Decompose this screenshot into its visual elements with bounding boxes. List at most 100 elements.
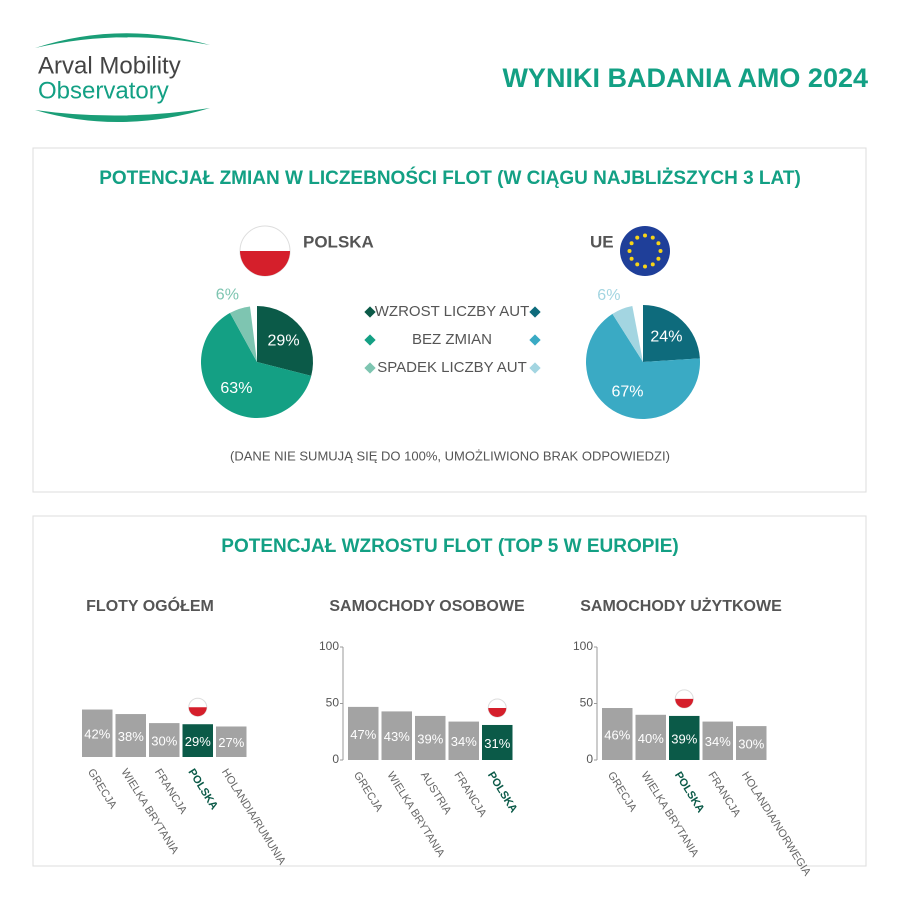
pie-title: POLSKA xyxy=(303,232,374,251)
legend-key xyxy=(529,334,541,346)
data-label: 39% xyxy=(417,731,443,746)
data-label: 67% xyxy=(611,384,643,401)
data-label: 30% xyxy=(738,736,764,751)
bar xyxy=(149,723,180,757)
x-tick-label: FRANCJA xyxy=(152,767,189,817)
bar xyxy=(702,721,733,760)
y-tick-label: 100 xyxy=(319,639,339,653)
logo: Arval Mobility Observatory xyxy=(35,33,210,123)
legend-label: WZROST LICZBY AUT xyxy=(375,303,529,320)
data-label: 34% xyxy=(451,734,477,749)
bar xyxy=(182,724,213,757)
bar xyxy=(115,714,146,757)
data-label: 30% xyxy=(151,733,177,748)
data-label: 38% xyxy=(118,729,144,744)
x-tick-label: POLSKA xyxy=(485,770,519,815)
flag-star xyxy=(629,256,634,261)
bar xyxy=(736,726,767,760)
flag-star xyxy=(650,235,655,240)
note: (DANE NIE SUMUJĄ SIĘ DO 100%, UMOŻLIWION… xyxy=(230,448,670,463)
flag-star xyxy=(635,235,640,240)
bar xyxy=(82,709,113,757)
pie-slice xyxy=(257,306,313,376)
page-title: WYNIKI BADANIA AMO 2024 xyxy=(502,63,868,93)
data-label: 6% xyxy=(216,287,239,304)
logo-text: Observatory xyxy=(38,77,169,104)
y-tick-label: 0 xyxy=(586,752,593,766)
legend-key xyxy=(364,334,376,346)
data-label: 40% xyxy=(638,731,664,746)
pie-slice xyxy=(612,306,643,362)
x-tick-label: HOLANDIA/NORWEGIA xyxy=(739,770,813,879)
panel xyxy=(32,515,867,867)
section-title: POTENCJAŁ WZROSTU FLOT (TOP 5 W EUROPIE) xyxy=(221,536,678,557)
x-tick-label: POLSKA xyxy=(672,770,706,815)
data-label: 47% xyxy=(350,727,376,742)
logo-text: Arval Mobility xyxy=(38,52,181,79)
data-label: 27% xyxy=(218,735,244,750)
bar xyxy=(348,706,379,760)
data-label: 43% xyxy=(384,729,410,744)
data-label: 29% xyxy=(185,734,211,749)
legend-key xyxy=(529,362,541,374)
y-tick-label: 100 xyxy=(573,639,593,653)
y-tick-label: 0 xyxy=(332,752,339,766)
pie-slice xyxy=(585,313,700,419)
flag-star xyxy=(635,262,640,267)
section-title: POTENCJAŁ ZMIAN W LICZEBNOŚCI FLOT (W CI… xyxy=(99,167,801,189)
flag xyxy=(620,226,670,276)
flag xyxy=(240,251,290,276)
data-label: 29% xyxy=(268,333,300,350)
chart-title: SAMOCHODY UŻYTKOWE xyxy=(580,597,782,615)
flag-star xyxy=(629,241,634,246)
flag-star xyxy=(650,262,655,267)
legend-key xyxy=(364,362,376,374)
logo-swoosh xyxy=(35,108,210,123)
x-tick-label: HOLANDIA/RUMUNIA xyxy=(219,767,288,868)
flag xyxy=(488,707,507,717)
x-tick-label: GRECJA xyxy=(351,770,385,815)
bar xyxy=(669,715,700,760)
flag-star xyxy=(656,256,661,261)
flag-star xyxy=(658,249,663,253)
flag-star xyxy=(627,249,632,253)
data-label: 63% xyxy=(220,380,252,397)
legend-label: SPADEK LICZBY AUT xyxy=(377,359,527,376)
bar xyxy=(448,721,479,760)
bar xyxy=(602,708,633,760)
y-tick-label: 50 xyxy=(580,696,594,710)
logo-swoosh xyxy=(35,33,210,48)
data-label: 39% xyxy=(671,731,697,746)
flag xyxy=(675,698,694,708)
data-label: 6% xyxy=(597,287,620,304)
chart-title: FLOTY OGÓŁEM xyxy=(86,596,214,615)
flag-star xyxy=(643,233,647,238)
data-label: 42% xyxy=(84,727,110,742)
x-tick-label: GRECJA xyxy=(605,770,639,815)
legend-key xyxy=(529,306,541,318)
x-tick-label: POLSKA xyxy=(185,767,219,812)
chart-title: SAMOCHODY OSOBOWE xyxy=(329,598,525,615)
legend-key xyxy=(364,306,376,318)
panel xyxy=(32,147,867,493)
legend-label: BEZ ZMIAN xyxy=(412,331,492,348)
flag-star xyxy=(656,241,661,246)
pie-slice xyxy=(230,306,257,362)
x-tick-label: GRECJA xyxy=(85,767,119,812)
bar xyxy=(216,726,247,757)
y-tick-label: 50 xyxy=(326,696,340,710)
pie-slice xyxy=(201,312,312,418)
flag xyxy=(188,707,207,717)
data-label: 24% xyxy=(650,328,682,345)
data-label: 46% xyxy=(604,727,630,742)
flag-star xyxy=(643,264,647,269)
pie-title: UE xyxy=(590,232,614,251)
x-tick-label: FRANCJA xyxy=(451,770,488,820)
data-label: 31% xyxy=(484,736,510,751)
x-tick-label: AUSTRIA xyxy=(418,770,454,817)
bar xyxy=(415,715,446,760)
bar xyxy=(635,714,666,760)
pie-slice xyxy=(643,305,700,362)
